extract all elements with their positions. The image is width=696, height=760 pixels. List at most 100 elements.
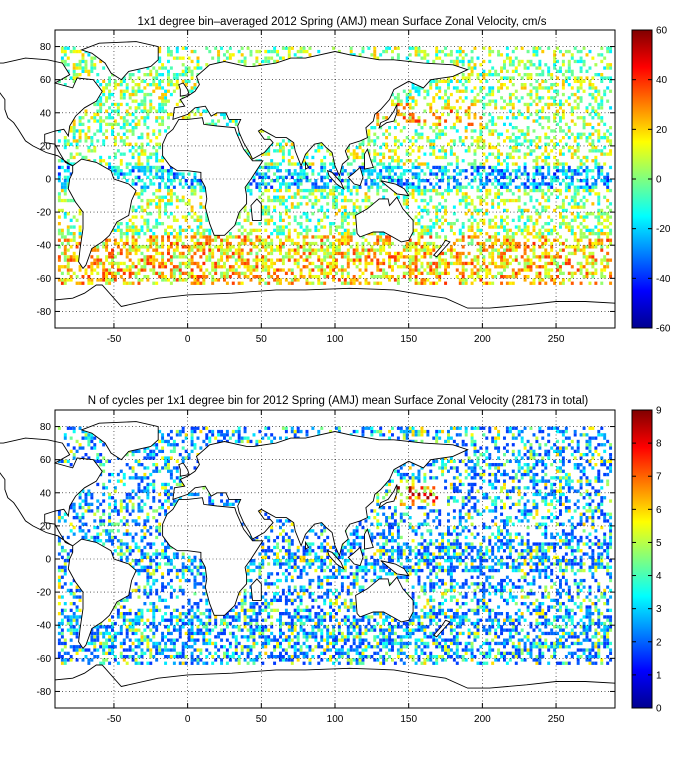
panel-velocity-data-cell xyxy=(438,261,442,266)
panel-velocity-data-cell xyxy=(376,192,380,196)
panel-velocity-data-cell xyxy=(564,142,568,146)
panel-velocity-data-cell xyxy=(196,106,200,110)
panel-velocity-data-cell xyxy=(573,136,577,140)
panel-velocity-data-cell xyxy=(113,255,117,259)
panel-velocity-data-cell xyxy=(591,212,595,216)
panel-velocity-data-cell xyxy=(279,188,282,193)
panel-velocity-data-cell xyxy=(455,255,459,259)
panel-velocity-data-cell xyxy=(385,142,389,146)
panel-velocity-data-cell xyxy=(84,155,88,160)
panel-velocity-data-cell xyxy=(169,261,173,266)
panel-velocity-data-cell xyxy=(223,53,226,57)
panel-velocity-data-cell xyxy=(187,89,191,93)
panel-velocity-data-cell xyxy=(523,251,527,256)
panel-velocity-data-cell xyxy=(225,122,229,127)
panel-velocity-data-cell xyxy=(220,265,224,269)
panel-velocity-data-cell xyxy=(420,235,424,239)
panel-velocity-data-cell xyxy=(429,218,433,223)
panel-velocity-data-cell xyxy=(116,102,120,107)
panel-velocity-data-cell xyxy=(249,182,253,186)
panel-velocity-data-cell xyxy=(541,278,545,282)
panel-velocity-data-cell xyxy=(214,46,218,50)
panel-velocity-data-cell xyxy=(426,232,430,236)
panel-velocity-data-cell xyxy=(105,86,109,90)
panel-velocity-data-cell xyxy=(119,261,123,266)
panel-velocity-data-cell xyxy=(243,275,247,279)
panel-velocity-data-cell xyxy=(414,228,418,233)
panel-velocity-data-cell xyxy=(161,73,165,77)
panel-velocity-data-cell xyxy=(538,275,542,279)
panel-velocity-data-cell xyxy=(96,119,100,123)
panel-velocity-data-cell xyxy=(167,258,170,262)
panel-velocity-data-cell xyxy=(302,228,306,233)
panel-velocity-data-cell xyxy=(520,59,524,64)
panel-velocity-data-cell xyxy=(72,122,76,127)
panel-velocity-data-cell xyxy=(158,159,162,163)
panel-velocity-data-cell xyxy=(169,49,173,54)
panel-velocity-data-cell xyxy=(564,122,568,127)
panel-velocity-data-cell xyxy=(535,145,539,150)
panel-velocity-data-cell xyxy=(385,188,389,193)
panel-velocity-data-cell xyxy=(491,169,495,173)
panel-velocity-data-cell xyxy=(220,255,224,259)
panel-velocity-data-cell xyxy=(479,232,483,236)
panel-cycles-data-cell xyxy=(332,661,336,665)
panel-velocity-data-cell xyxy=(455,188,459,193)
panel-velocity-data-cell xyxy=(337,49,341,54)
panel-velocity-data-cell xyxy=(544,79,548,84)
panel-velocity-data-cell xyxy=(231,53,235,57)
panel-velocity-data-cell xyxy=(497,73,501,77)
panel-velocity-data-cell xyxy=(573,198,577,203)
panel-velocity-data-cell xyxy=(196,228,200,233)
panel-cycles-data-cell xyxy=(361,655,365,659)
panel-velocity-data-cell xyxy=(503,238,506,242)
panel-velocity-data-cell xyxy=(273,49,277,54)
panel-velocity-data-cell xyxy=(143,149,147,153)
panel-velocity-data-cell xyxy=(346,271,350,276)
panel-velocity-data-cell xyxy=(267,251,271,256)
panel-cycles-data-cell xyxy=(267,655,271,659)
panel-velocity-data-cell xyxy=(102,142,106,146)
panel-velocity-data-cell xyxy=(190,271,194,276)
panel-velocity-data-cell xyxy=(408,192,412,196)
panel-velocity-data-cell xyxy=(161,198,165,203)
panel-velocity-data-cell xyxy=(473,139,477,143)
panel-velocity-data-cell xyxy=(576,179,580,183)
panel-velocity-data-cell xyxy=(473,149,477,153)
panel-velocity-data-cell xyxy=(505,56,509,60)
panel-velocity-data-cell xyxy=(290,172,294,176)
panel-velocity-data-cell xyxy=(99,261,103,266)
panel-velocity-data-cell xyxy=(609,202,613,206)
panel-velocity-data-cell xyxy=(208,245,212,249)
panel-velocity-data-cell xyxy=(264,261,268,266)
panel-velocity-data-cell xyxy=(72,46,76,50)
panel-velocity-data-cell xyxy=(476,99,480,103)
panel-velocity-data-cell xyxy=(435,172,439,176)
panel-velocity-data-cell xyxy=(361,251,365,256)
panel-velocity-data-cell xyxy=(517,215,521,219)
panel-velocity-data-cell xyxy=(479,79,483,84)
panel-velocity-data-cell xyxy=(99,109,103,113)
panel-velocity-data-cell xyxy=(302,251,306,256)
panel-velocity-data-cell xyxy=(270,179,274,183)
panel-velocity-data-cell xyxy=(181,195,185,199)
panel-velocity-data-cell xyxy=(273,222,277,226)
panel-velocity-data-cell xyxy=(72,66,76,70)
panel-velocity-data-cell xyxy=(553,83,557,87)
panel-velocity-data-cell xyxy=(553,228,557,233)
panel-velocity-data-cell xyxy=(149,165,153,170)
panel-velocity-data-cell xyxy=(597,92,601,97)
panel-velocity-data-cell xyxy=(108,79,112,84)
panel-cycles-data-cell xyxy=(290,655,294,659)
panel-velocity-data-cell xyxy=(514,185,518,189)
panel-velocity-data-cell xyxy=(340,192,344,196)
panel-velocity-data-cell xyxy=(323,169,327,173)
panel-velocity-data-cell xyxy=(214,261,218,266)
panel-velocity-data-cell xyxy=(131,248,135,252)
panel-velocity-data-cell xyxy=(488,89,492,93)
panel-velocity-data-cell xyxy=(178,225,182,229)
panel-velocity-data-cell xyxy=(240,238,244,242)
panel-velocity-data-cell xyxy=(497,179,501,183)
panel-velocity-data-cell xyxy=(452,185,456,189)
panel-velocity-data-cell xyxy=(143,188,147,193)
